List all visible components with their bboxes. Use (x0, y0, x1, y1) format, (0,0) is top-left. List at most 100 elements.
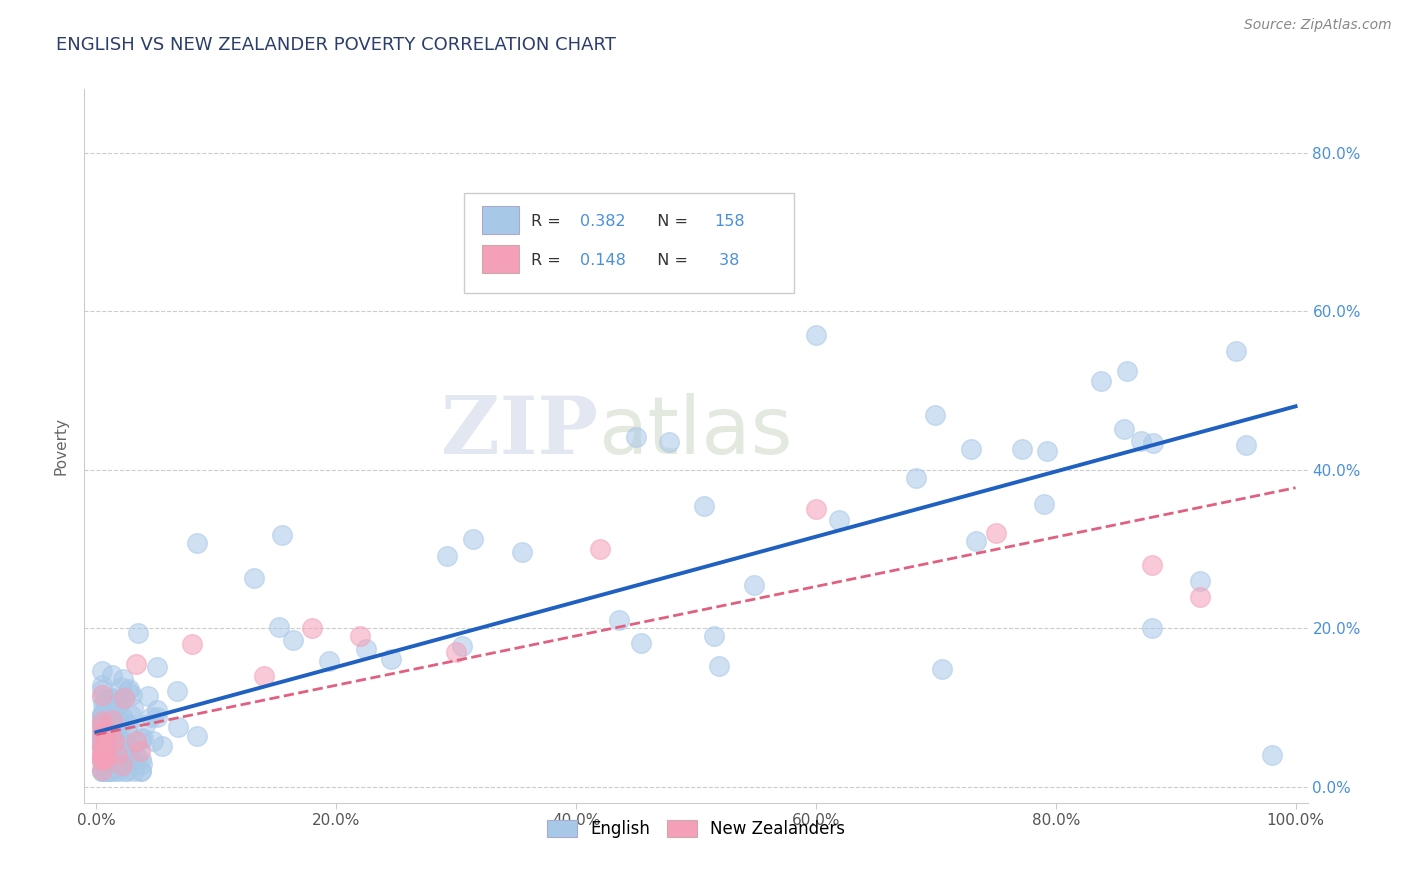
Point (125, 734, 148, 748)
Point (1036, 443, 1059, 458)
Text: N =: N = (647, 214, 693, 228)
Text: R =: R = (531, 253, 565, 268)
Point (91, 719, 114, 733)
Point (91, 678, 114, 692)
Point (91, 733, 114, 747)
Point (103, 734, 125, 748)
Text: ZIP: ZIP (441, 392, 598, 471)
Point (91, 753, 114, 767)
Point (91, 764, 114, 778)
Point (1236, 438, 1258, 452)
Point (243, 571, 266, 585)
Point (1140, 621, 1163, 635)
Point (125, 735, 148, 749)
Text: N =: N = (647, 253, 693, 268)
Point (112, 736, 135, 750)
Point (91, 739, 114, 754)
Point (703, 629, 725, 643)
Point (1142, 436, 1164, 450)
Point (96, 735, 118, 749)
Point (96, 764, 118, 778)
Point (1130, 434, 1153, 449)
Point (98, 739, 121, 754)
Point (512, 544, 534, 558)
Point (101, 742, 124, 756)
Point (96, 722, 118, 736)
Point (318, 654, 340, 668)
Point (91, 664, 114, 678)
Point (91, 751, 114, 765)
Point (91, 731, 114, 746)
Point (101, 759, 124, 773)
Text: atlas: atlas (598, 392, 793, 471)
Point (1112, 422, 1135, 436)
Point (924, 408, 946, 422)
Point (91, 739, 114, 753)
Point (97, 764, 120, 778)
Point (91, 728, 114, 742)
Point (93, 716, 115, 731)
Point (100, 764, 122, 778)
Point (103, 761, 125, 775)
Point (267, 620, 290, 634)
Point (1260, 748, 1282, 763)
Point (91, 752, 114, 766)
Point (607, 613, 630, 627)
Point (709, 209, 731, 223)
Point (354, 641, 377, 656)
Point (91, 725, 114, 739)
Point (91, 723, 114, 737)
Point (1188, 590, 1211, 604)
Point (111, 672, 134, 686)
Point (120, 708, 142, 723)
Point (693, 499, 716, 513)
Text: 0.382: 0.382 (579, 214, 626, 228)
Point (657, 435, 679, 450)
Point (91, 738, 114, 752)
Point (166, 683, 188, 698)
Point (91, 749, 114, 764)
Point (91, 683, 114, 698)
Text: 38: 38 (714, 253, 740, 268)
Text: ENGLISH VS NEW ZEALANDER POVERTY CORRELATION CHART: ENGLISH VS NEW ZEALANDER POVERTY CORRELA… (56, 36, 616, 54)
Point (1011, 442, 1033, 457)
Point (98, 710, 121, 724)
Point (93, 727, 115, 741)
Point (91, 719, 114, 733)
Point (965, 533, 987, 548)
Point (97, 764, 120, 778)
Point (91, 708, 114, 723)
Point (828, 513, 851, 527)
Point (97, 710, 120, 724)
Point (94, 757, 117, 772)
Point (98, 764, 121, 778)
Point (904, 471, 927, 485)
Point (94, 749, 117, 764)
Point (111, 715, 134, 730)
Point (91, 729, 114, 743)
Point (93, 751, 115, 765)
Point (146, 703, 169, 717)
Point (115, 764, 138, 778)
Point (100, 732, 122, 747)
Point (146, 710, 169, 724)
Point (100, 692, 122, 706)
Text: 158: 158 (714, 214, 745, 228)
Point (122, 755, 145, 769)
Point (98, 734, 121, 748)
Point (105, 747, 128, 761)
Point (91, 707, 114, 722)
Point (166, 720, 188, 734)
Point (103, 731, 125, 745)
Point (94, 721, 117, 735)
Point (101, 713, 124, 727)
Point (94, 758, 117, 772)
Point (98, 723, 121, 737)
Point (129, 764, 152, 778)
Point (114, 764, 136, 778)
Point (91, 751, 114, 765)
Point (94, 736, 117, 750)
Point (91, 744, 114, 758)
Point (589, 542, 612, 557)
Point (380, 652, 402, 666)
